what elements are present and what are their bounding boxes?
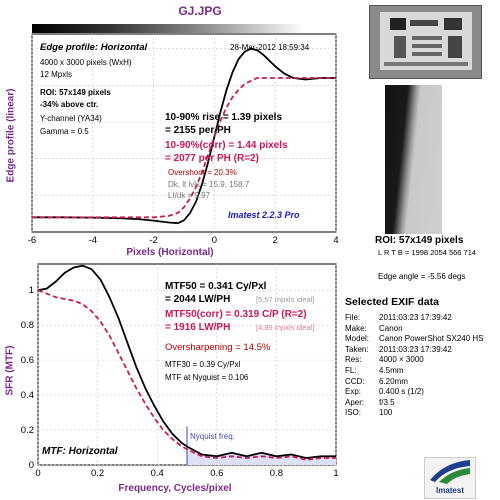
mtf50-ideal-text: [5.57 mpxls ideal] [256, 295, 315, 304]
exif-key: Res: [345, 355, 362, 365]
mtf50corr-ideal-text: [4.89 mpxls ideal] [256, 323, 315, 332]
exif-row: Make: Canon [345, 324, 484, 335]
exif-row: Res: 4000 × 3000 [345, 355, 484, 366]
exif-key: Model: [345, 334, 370, 344]
exif-row: Exp: 0.400 s (1/2) [345, 387, 484, 398]
y-tick-label: 0.6 [21, 355, 34, 366]
x-tick-label: 0 [212, 235, 217, 246]
x-tick-label: 0.2 [91, 468, 104, 479]
page-title: GJ.JPG [178, 4, 222, 18]
x-tick-label: 0.4 [151, 468, 164, 479]
mtf-panel-title: MTF: Horizontal [42, 446, 118, 457]
edge-roi: ROI: 57x149 pixels [40, 88, 111, 97]
mtf-ylabel: SFR (MTF) [4, 345, 16, 396]
edge-size: 4000 x 3000 pixels (WxH) [40, 58, 132, 67]
mtf50-lw-text: = 2044 LW/PH [165, 294, 231, 305]
mtf50-text: MTF50 = 0.341 Cy/Pxl [165, 281, 267, 292]
exif-value: 2011:03:23 17:39:42 [379, 313, 452, 322]
x-tick-label: 0.6 [210, 468, 223, 479]
exif-title: Selected EXIF data [345, 296, 439, 308]
exif-key: Taken: [345, 344, 369, 354]
roi-label: ROI: 57x149 pixels [375, 235, 464, 246]
mtf-xlabel: Frequency, Cycles/pixel [118, 483, 232, 494]
x-tick-label: 4 [333, 235, 338, 246]
rise-corr-ph-text: = 2077 per PH (R=2) [165, 153, 259, 164]
exif-row: Taken: 2011:03:23 17:39:42 [345, 345, 484, 356]
y-tick-label: 0.2 [21, 425, 34, 436]
oversharpening-text: Oversharpening = 14.5% [165, 342, 271, 353]
nyquist-label: Nyquist freq. [190, 432, 235, 441]
exif-key: ISO: [345, 408, 362, 418]
edge-ylabel: Edge profile (linear) [5, 88, 17, 183]
x-tick-label: 2 [273, 235, 278, 246]
mtf50corr-text: MTF50(corr) = 0.319 C/P (R=2) [165, 309, 307, 320]
exif-value: 6.20mm [379, 376, 408, 386]
exif-value: f/3.5 [379, 397, 395, 407]
rise-ph-text: = 2155 per PH [165, 125, 231, 136]
exif-value: Canon [379, 323, 403, 333]
exif-row: FL: 4.5mm [345, 366, 484, 377]
exif-row: CCD: 6.20mm [345, 377, 484, 388]
x-tick-label: 1 [333, 468, 338, 479]
edge-xlabel: Pixels (Horizontal) [126, 247, 214, 258]
x-tick-label: -2 [149, 235, 157, 246]
series-line-original [37, 264, 336, 459]
overshoot-text: Overshoot = 20.3% [168, 168, 237, 177]
gradient-strip [32, 24, 336, 33]
exif-list: File: 2011:03:23 17:39:42 Make: Canon Model:… [345, 313, 484, 419]
y-tick-label: 0.8 [21, 320, 34, 331]
exif-value: 0.400 s (1/2) [379, 387, 424, 397]
edge-gamma: Gamma = 0.5 [40, 127, 89, 136]
rise-corr-text: 10-90%(corr) = 1.44 pixels [165, 140, 288, 151]
edge-date: 28-Mar-2012 18:59:34 [230, 43, 310, 52]
mtf30-text: MTF30 = 0.39 Cy/Pxl [165, 360, 241, 369]
series-line-corrected [32, 77, 336, 219]
exif-key: Exp: [345, 387, 362, 397]
imatest-logo: Imatest [424, 457, 476, 499]
x-tick-label: 0 [35, 468, 40, 479]
exif-key: Aper: [345, 397, 365, 407]
exif-value: 4000 × 3000 [379, 355, 424, 365]
version-text: Imatest 2.2.3 Pro [228, 210, 300, 220]
exif-key: File: [345, 313, 361, 322]
exif-value: Canon PowerShot SX240 HS [379, 334, 484, 344]
mtf50corr-lw-text: = 1916 LW/PH [165, 322, 231, 333]
edge-channel: Y-channel (YA34) [40, 114, 102, 123]
edge-angle: Edge angle = -5.56 degs [378, 272, 466, 281]
y-tick-label: 0 [29, 460, 34, 471]
exif-row: Aper: f/3.5 [345, 398, 484, 409]
series-line-original [32, 47, 336, 225]
logo-text: Imatest [435, 486, 464, 495]
plot-frame [31, 33, 337, 233]
roi-crop [385, 85, 442, 234]
y-tick-label: 1 [29, 285, 34, 296]
exif-value: 4.5mm [379, 365, 404, 375]
exif-row: File: 2011:03:23 17:39:42 [345, 313, 484, 324]
edge-above: -34% above ctr. [40, 100, 99, 109]
dk-text: Dk, lt lvls = 15.9, 158.7 [168, 180, 250, 189]
chart-thumbnail [369, 5, 482, 79]
ltdk-text: Lt/dk = 9.97 [168, 191, 211, 200]
edge-mpxls: 12 Mpxls [40, 70, 73, 79]
exif-key: CCD: [345, 376, 365, 386]
x-tick-label: 0.8 [270, 468, 283, 479]
series-line-corrected [37, 289, 336, 461]
exif-row: ISO: 100 [345, 408, 484, 419]
rise-text: 10-90% rise = 1.39 pixels [165, 112, 283, 123]
exif-value: 100 [379, 408, 393, 418]
nyquist-mtf-text: MTF at Nyquist = 0.106 [165, 373, 249, 382]
roi-lrtb: L R T B = 1998 2054 566 714 [378, 248, 477, 257]
exif-key: FL: [345, 365, 357, 375]
y-tick-label: 0.4 [21, 390, 34, 401]
edge-panel-title: Edge profile: Horizontal [40, 42, 148, 53]
x-tick-label: -6 [28, 235, 36, 246]
exif-value: 2011:03:23 17:39:42 [379, 344, 452, 354]
exif-key: Make: [345, 323, 367, 333]
x-tick-label: -4 [89, 235, 97, 246]
exif-row: Model: Canon PowerShot SX240 HS [345, 334, 484, 345]
